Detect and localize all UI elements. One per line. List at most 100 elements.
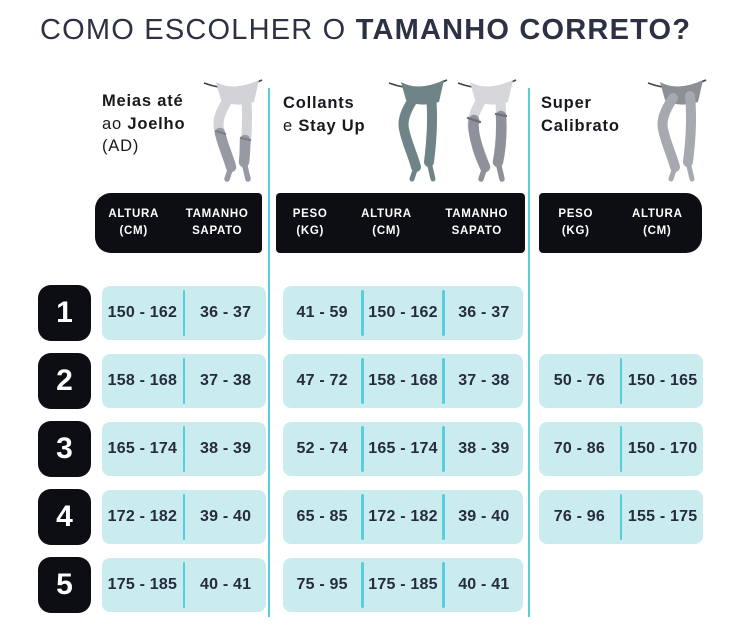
super-calibrato-values-pill: 76 - 96 155 - 175 bbox=[539, 490, 703, 544]
knee-values-pill: 150 - 162 36 - 37 bbox=[102, 286, 266, 340]
knee-values-pill: 158 - 168 37 - 38 bbox=[102, 354, 266, 408]
tamanho-sapato-value: 39 - 40 bbox=[458, 508, 510, 525]
collants-legs-icon bbox=[388, 79, 448, 182]
tamanho-sapato-value: 40 - 41 bbox=[458, 576, 510, 593]
page-title-bold: TAMANHO CORRETO? bbox=[355, 14, 692, 46]
peso-value: 52 - 74 bbox=[296, 440, 348, 457]
altura-value: 158 - 168 bbox=[368, 372, 438, 389]
column-header-peso-kg: PESO (KG) bbox=[558, 208, 594, 237]
peso-value: 50 - 76 bbox=[553, 372, 605, 389]
section-label-line: Super bbox=[541, 94, 592, 112]
size-row-2: 2 158 - 168 37 - 38 47 - 72 158 - 168 37… bbox=[0, 353, 750, 409]
altura-value: 158 - 168 bbox=[107, 372, 178, 389]
section-label-line: ao bbox=[102, 114, 128, 133]
section-divider-line bbox=[268, 88, 270, 617]
section-label-line: Stay Up bbox=[298, 116, 366, 135]
section-divider-line bbox=[528, 88, 530, 617]
peso-value: 65 - 85 bbox=[296, 508, 348, 525]
knee-high-socks-legs-icon bbox=[203, 79, 263, 182]
column-header-altura-cm: ALTURA (CM) bbox=[631, 208, 683, 237]
tamanho-sapato-value: 37 - 38 bbox=[458, 372, 510, 389]
collants-values-pill: 41 - 59 150 - 162 36 - 37 bbox=[283, 286, 523, 340]
altura-value: 172 - 182 bbox=[107, 508, 178, 525]
cell-divider bbox=[619, 358, 623, 404]
section-label-line: (AD) bbox=[102, 137, 140, 155]
cell-divider bbox=[361, 494, 364, 540]
page-title: COMO ESCOLHER O TAMANHO CORRETO? bbox=[40, 14, 691, 47]
cell-divider bbox=[182, 562, 186, 608]
altura-value: 175 - 185 bbox=[107, 576, 178, 593]
section-label-line: e bbox=[283, 116, 299, 135]
altura-value: 150 - 165 bbox=[627, 372, 698, 389]
cell-divider bbox=[442, 494, 445, 540]
size-badge: 4 bbox=[38, 489, 91, 545]
cell-divider bbox=[361, 290, 364, 336]
size-badge: 2 bbox=[38, 353, 91, 409]
page-title-regular: COMO ESCOLHER O bbox=[40, 14, 356, 46]
tamanho-sapato-value: 40 - 41 bbox=[200, 576, 252, 593]
cell-divider bbox=[442, 562, 445, 608]
cell-divider bbox=[442, 290, 445, 336]
collants-values-pill: 65 - 85 172 - 182 39 - 40 bbox=[283, 490, 523, 544]
tamanho-sapato-value: 36 - 37 bbox=[200, 304, 252, 321]
altura-value: 165 - 174 bbox=[368, 440, 438, 457]
collants-values-pill: 52 - 74 165 - 174 38 - 39 bbox=[283, 422, 523, 476]
tamanho-sapato-value: 39 - 40 bbox=[200, 508, 252, 525]
column-header-altura-cm: ALTURA (CM) bbox=[361, 208, 412, 237]
size-badge: 3 bbox=[38, 421, 91, 477]
peso-value: 41 - 59 bbox=[296, 304, 348, 321]
knee-values-pill: 175 - 185 40 - 41 bbox=[102, 558, 266, 612]
column-header-altura-cm: ALTURA (CM) bbox=[108, 208, 159, 237]
cell-divider bbox=[182, 290, 186, 336]
tamanho-sapato-value: 38 - 39 bbox=[200, 440, 252, 457]
collants-values-pill: 75 - 95 175 - 185 40 - 41 bbox=[283, 558, 523, 612]
altura-value: 150 - 162 bbox=[107, 304, 178, 321]
altura-value: 155 - 175 bbox=[627, 508, 698, 525]
super-calibrato-legs-icon bbox=[647, 79, 707, 182]
super-calibrato-values-pill: 70 - 86 150 - 170 bbox=[539, 422, 703, 476]
size-row-3: 3 165 - 174 38 - 39 52 - 74 165 - 174 38… bbox=[0, 421, 750, 477]
cell-divider bbox=[182, 358, 186, 404]
size-badge: 5 bbox=[38, 557, 91, 613]
super-calibrato-values-pill: 50 - 76 150 - 165 bbox=[539, 354, 703, 408]
cell-divider bbox=[182, 494, 186, 540]
peso-value: 76 - 96 bbox=[553, 508, 605, 525]
collants-column-header-bar: PESO (KG) ALTURA (CM) TAMANHO SAPATO bbox=[276, 193, 525, 253]
altura-value: 150 - 162 bbox=[368, 304, 438, 321]
cell-divider bbox=[361, 358, 364, 404]
size-row-1: 1 150 - 162 36 - 37 41 - 59 150 - 162 36… bbox=[0, 285, 750, 341]
tamanho-sapato-value: 38 - 39 bbox=[458, 440, 510, 457]
size-row-4: 4 172 - 182 39 - 40 65 - 85 172 - 182 39… bbox=[0, 489, 750, 545]
column-header-peso-kg: PESO (KG) bbox=[292, 208, 328, 237]
tamanho-sapato-value: 37 - 38 bbox=[200, 372, 252, 389]
stayup-legs-icon bbox=[457, 79, 517, 182]
tamanho-sapato-value: 36 - 37 bbox=[458, 304, 510, 321]
section-label-line: Meias até bbox=[102, 92, 184, 110]
super-calibrato-column-header-bar: PESO (KG) ALTURA (CM) bbox=[539, 193, 702, 253]
section-label-line: Calibrato bbox=[541, 116, 620, 135]
cell-divider bbox=[619, 426, 623, 472]
knee-values-pill: 165 - 174 38 - 39 bbox=[102, 422, 266, 476]
cell-divider bbox=[442, 358, 445, 404]
cell-divider bbox=[361, 426, 364, 472]
knee-values-pill: 172 - 182 39 - 40 bbox=[102, 490, 266, 544]
collants-values-pill: 47 - 72 158 - 168 37 - 38 bbox=[283, 354, 523, 408]
altura-value: 165 - 174 bbox=[107, 440, 178, 457]
altura-value: 172 - 182 bbox=[368, 508, 438, 525]
column-header-tamanho-sapato: TAMANHO SAPATO bbox=[185, 208, 249, 237]
section-collants-label: Collants e Stay Up bbox=[283, 92, 365, 137]
altura-value: 175 - 185 bbox=[368, 576, 438, 593]
peso-value: 70 - 86 bbox=[553, 440, 605, 457]
peso-value: 47 - 72 bbox=[296, 372, 348, 389]
section-label-line: Joelho bbox=[127, 114, 186, 133]
peso-value: 75 - 95 bbox=[296, 576, 348, 593]
knee-socks-column-header-bar: ALTURA (CM) TAMANHO SAPATO bbox=[95, 193, 262, 253]
cell-divider bbox=[182, 426, 186, 472]
altura-value: 150 - 170 bbox=[627, 440, 698, 457]
cell-divider bbox=[619, 494, 623, 540]
column-header-tamanho-sapato: TAMANHO SAPATO bbox=[445, 208, 509, 237]
size-row-5: 5 175 - 185 40 - 41 75 - 95 175 - 185 40… bbox=[0, 557, 750, 613]
section-knee-socks-label: Meias até ao Joelho (AD) bbox=[102, 90, 185, 158]
size-badge: 1 bbox=[38, 285, 91, 341]
